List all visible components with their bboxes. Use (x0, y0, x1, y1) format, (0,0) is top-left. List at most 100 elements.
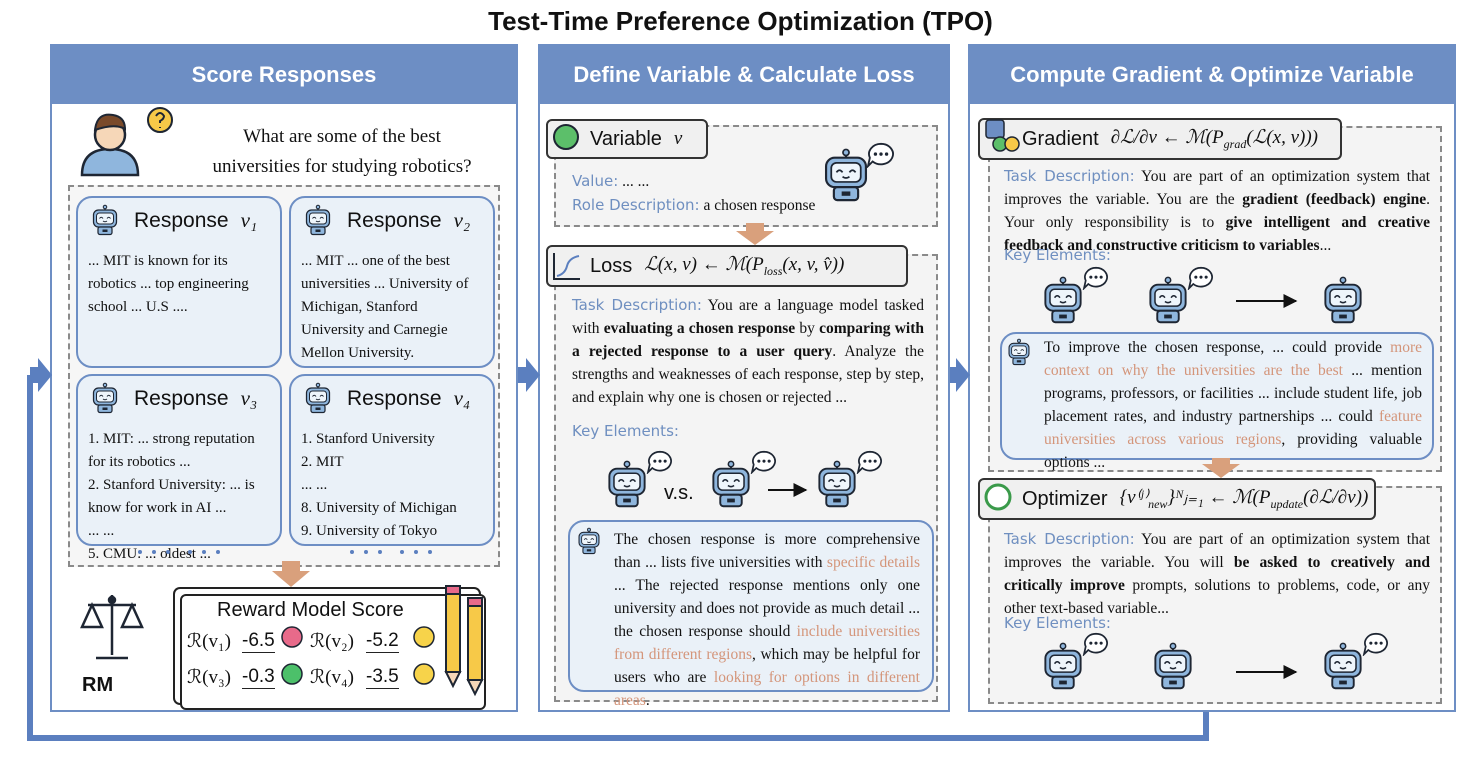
user-icon (80, 107, 173, 177)
panel-header: Compute Gradient & Optimize Variable (970, 46, 1454, 104)
loss-name: Loss (590, 254, 633, 277)
key-label: Key Elements: (1004, 246, 1111, 264)
speech-bubble (1083, 266, 1108, 290)
role: a chosen response (703, 197, 816, 214)
key-label: Key Elements: (1004, 614, 1111, 632)
text: by (795, 320, 820, 337)
variable-icon (553, 124, 579, 150)
speech-bubble (1188, 266, 1213, 290)
score-panel: Score Responses What are some of the bes… (50, 44, 518, 712)
response-label: Response (134, 387, 229, 410)
response-line: 1. MIT: ... strong reputation for its ro… (88, 431, 255, 470)
flow-arrows (30, 358, 970, 392)
speech-bubble (867, 142, 894, 168)
text: You are part of an optimization system t… (1004, 168, 1431, 208)
text: give intelligent and creative feedback a… (1004, 214, 1430, 254)
response-line: ... ... (301, 477, 328, 493)
dots (138, 550, 432, 554)
robot-icon (578, 527, 600, 555)
key-label: Key Elements: (572, 422, 679, 440)
robot-icon (92, 382, 118, 414)
robot-icon (1149, 276, 1187, 324)
text: You are part of an optimization system t… (1004, 531, 1431, 571)
score-faces (281, 626, 435, 685)
response-label: Response (134, 209, 229, 232)
loss-formula: ℒ(x, v) ← ℳ(Ploss(x, v, v̂)) (644, 253, 844, 279)
text: You are a language model tasked with (572, 297, 924, 337)
score-value: -3.5 (366, 666, 399, 689)
robot-icon (1154, 642, 1192, 690)
text: ... mention programs, professors, or fac… (1044, 362, 1422, 425)
text: The chosen response is more comprehensiv… (614, 531, 920, 571)
robot-icon (608, 460, 646, 508)
text: {v⁽ʲ⁾ (1119, 487, 1149, 509)
text: grad (1223, 136, 1247, 151)
score-value: -0.3 (242, 666, 275, 689)
robot-icon (1008, 338, 1030, 366)
formula-part: ℒ(x, v) ← ℳ(P (644, 254, 764, 276)
loss-icon (553, 253, 580, 280)
gradient-feedback: To improve the chosen response, ... coul… (1044, 336, 1422, 474)
task-description: Task Description: You are a language mod… (572, 294, 924, 409)
text: new (1148, 496, 1168, 511)
robot-icon (305, 204, 331, 236)
response-label: Response (347, 387, 442, 410)
robot-icon (92, 204, 118, 236)
response-line: 2. MIT (301, 454, 344, 470)
score-card (180, 594, 486, 710)
robot-icon (824, 148, 868, 202)
down-arrows (272, 223, 1240, 587)
score-label: ℛ(v₃) (187, 667, 231, 688)
robot-icon (1324, 276, 1362, 324)
feedback-box (1000, 332, 1434, 460)
response-text: ... MIT ... one of the best universities… (301, 253, 469, 361)
formula-sub: loss (763, 263, 783, 278)
optimize-panel: Compute Gradient & Optimize Variable Gra… (968, 44, 1456, 712)
text: include universities from different regi… (614, 623, 920, 663)
rm-label: RM (82, 674, 114, 696)
gradient-icon (985, 119, 1020, 152)
task-label: Task Description: (572, 296, 702, 314)
text: , providing valuable options ... (1044, 431, 1422, 471)
text: gradient (feedback) engine (1242, 191, 1427, 208)
optimizer-formula: {v⁽ʲ⁾new}ᴺⱼ₌₁ ← ℳ(Pupdate(∂ℒ/∂v)) (1120, 486, 1369, 512)
text: prompts, solutions to problems, code, or… (1004, 577, 1430, 617)
feedback-box (568, 520, 934, 692)
text: . (645, 692, 650, 709)
text: , which may be helpful for users who are (614, 646, 920, 686)
loss-feedback: The chosen response is more comprehensiv… (614, 528, 920, 712)
panel-header: Score Responses (52, 46, 516, 104)
score-label: ℛ(v₄) (310, 667, 354, 688)
pencils (444, 585, 484, 697)
text: Task Description: (1004, 167, 1135, 185)
text: }ᴺⱼ₌₁ ← ℳ(P (1167, 487, 1271, 509)
text: specific details (826, 554, 920, 571)
score-value: -6.5 (242, 630, 275, 653)
score-title: Reward Model Score (217, 599, 404, 621)
response-variable: v₁ (240, 208, 258, 232)
panel-header: Define Variable & Calculate Loss (540, 46, 948, 104)
text: be asked to creatively and critically im… (1004, 554, 1430, 594)
robot-icon (1044, 276, 1082, 324)
response-line: ... ... (88, 523, 115, 539)
response-line: 5. CMU: ... oldest ... (88, 546, 211, 562)
response-label: Response (347, 209, 442, 232)
score-label: ℛ(v₁) (187, 631, 231, 652)
response-line: 8. University of Michigan (301, 500, 457, 516)
robot-icon (305, 382, 331, 414)
robot-icon (818, 460, 856, 508)
speech-bubble (751, 450, 776, 474)
optimizer-name: Optimizer (1022, 487, 1108, 510)
speech-bubble (857, 450, 882, 474)
variable-tag: Variable v (546, 119, 708, 159)
variable-name: Variable (590, 127, 662, 150)
question: What are some of the best universities f… (212, 126, 472, 177)
text: more context on why the universities are… (1044, 339, 1422, 379)
response-variable: v₄ (453, 386, 471, 410)
robot-icon (1324, 642, 1362, 690)
text: Task Description: (1004, 530, 1135, 548)
versus: v.s. (664, 482, 694, 504)
title: Test-Time Preference Optimization (TPO) (488, 6, 993, 36)
